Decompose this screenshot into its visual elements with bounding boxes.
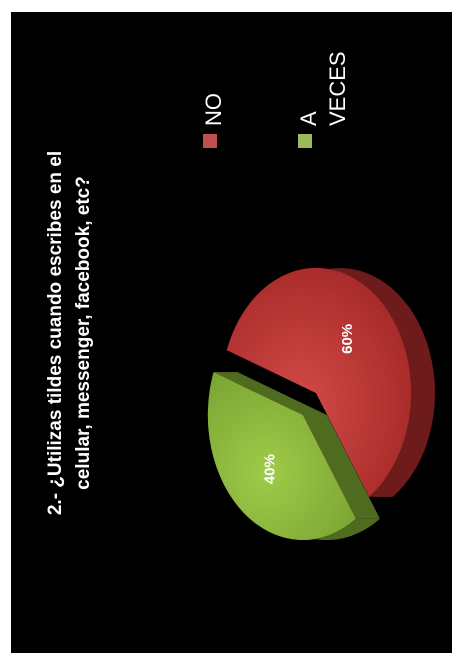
pie-slice-face xyxy=(302,415,380,519)
legend-label: NO xyxy=(201,93,226,126)
pie-slice-no xyxy=(226,267,412,497)
legend-swatch xyxy=(298,134,312,148)
legend-label: A xyxy=(296,111,321,126)
chart-title-line: 2.- ¿Utilizas tildes cuando escribes en … xyxy=(45,151,66,515)
legend-swatch xyxy=(203,134,217,148)
legend-label: VECES xyxy=(325,51,350,126)
slide-background: 60% 40% NO A VECES 2.- ¿Utilizas tildes cua… xyxy=(11,12,452,653)
chart-svg: 60% 40% NO A VECES 2.- ¿Utilizas tildes cua… xyxy=(45,51,435,540)
pie-slice-a-veces xyxy=(207,372,356,540)
data-label: 60% xyxy=(339,324,356,354)
data-label: 40% xyxy=(262,454,279,484)
pie-slice-face xyxy=(213,372,327,416)
chart-title-line: celular, messenger, facebook, etc? xyxy=(73,176,94,490)
